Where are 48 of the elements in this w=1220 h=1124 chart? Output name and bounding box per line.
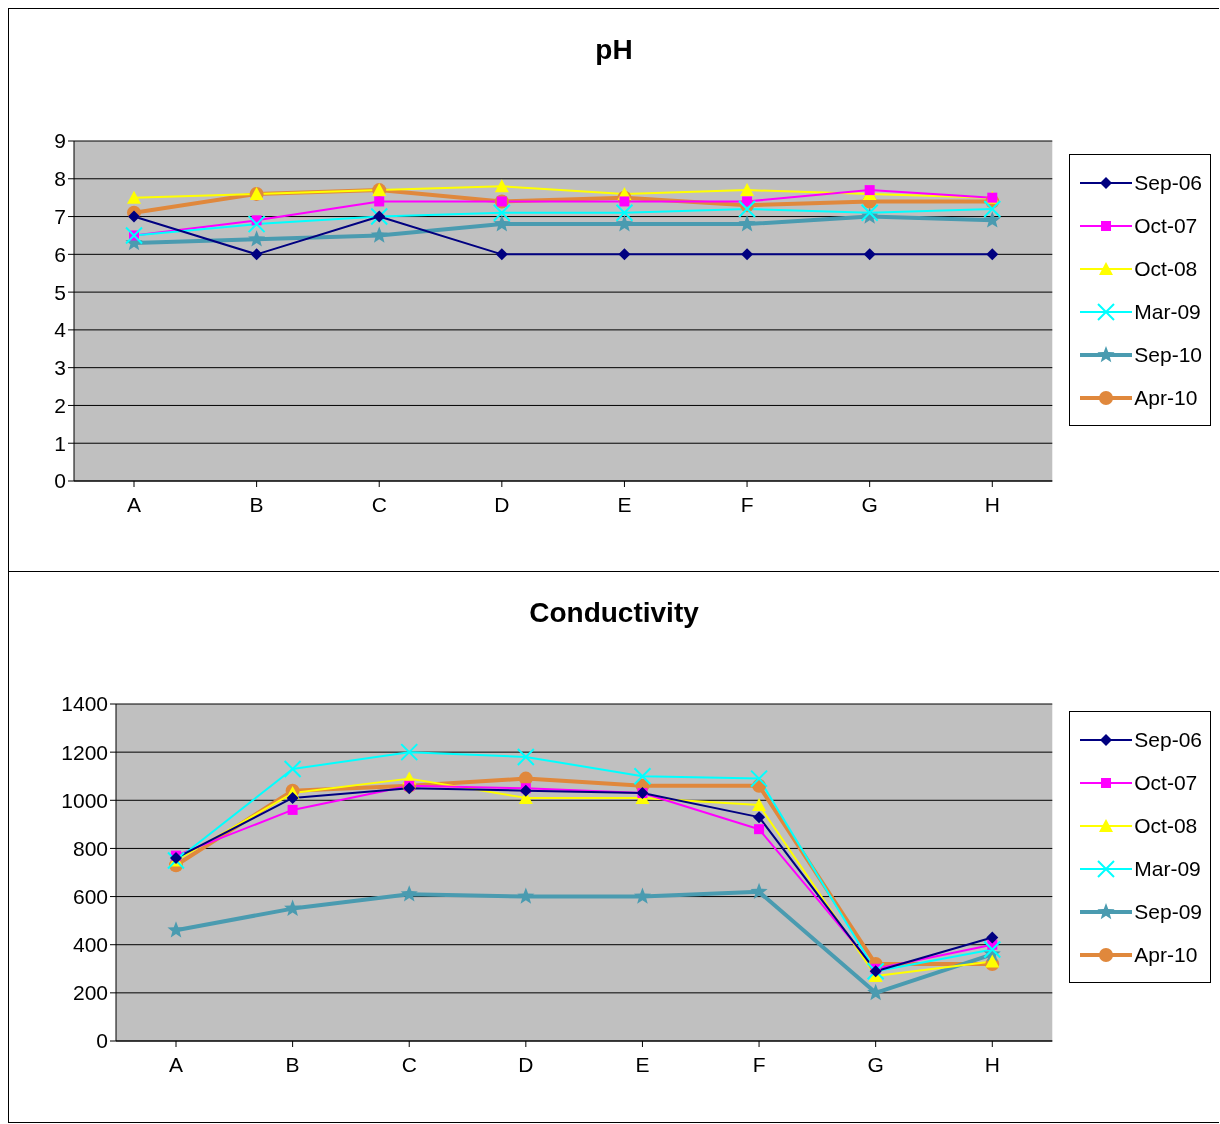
x-tick-label: B [249, 492, 264, 516]
x-tick-label: E [617, 492, 632, 516]
x-tick-label: D [518, 1052, 534, 1076]
y-tick-label: 600 [72, 885, 108, 909]
y-tick-label: 1 [54, 431, 66, 455]
y-tick-label: 1400 [61, 692, 108, 716]
legend-label: Mar-09 [1134, 856, 1201, 881]
x-tick-label: E [635, 1052, 650, 1076]
x-tick-label: A [168, 1052, 184, 1076]
legend-label: Oct-07 [1134, 770, 1198, 795]
legend-label: Sep-09 [1134, 899, 1202, 924]
legend-label: Sep-06 [1134, 727, 1202, 752]
x-tick-label: D [494, 492, 510, 516]
legend-label: Oct-08 [1134, 813, 1198, 838]
x-tick-label: C [401, 1052, 417, 1076]
y-tick-label: 2 [54, 393, 66, 417]
y-tick-label: 5 [54, 280, 66, 304]
y-tick-label: 200 [72, 981, 108, 1005]
y-tick-label: 8 [54, 167, 66, 191]
y-tick-label: 9 [54, 129, 66, 153]
legend-label: Sep-06 [1134, 170, 1202, 195]
legend-label: Oct-07 [1134, 213, 1198, 238]
x-tick-label: G [861, 492, 878, 516]
x-tick-label: C [371, 492, 387, 516]
x-tick-label: F [740, 492, 754, 516]
y-tick-label: 3 [54, 356, 66, 380]
legend-label: Oct-08 [1134, 256, 1198, 281]
y-tick-label: 4 [54, 318, 67, 342]
x-tick-label: F [752, 1052, 766, 1076]
x-tick-label: B [285, 1052, 300, 1076]
y-tick-label: 800 [72, 836, 108, 860]
y-tick-label: 400 [72, 933, 108, 957]
legend-label: Apr-10 [1134, 942, 1198, 967]
y-tick-label: 7 [54, 205, 66, 229]
y-tick-label: 0 [96, 1029, 108, 1053]
legend-label: Mar-09 [1134, 299, 1201, 324]
legend-label: Sep-10 [1134, 342, 1202, 367]
x-tick-label: A [126, 492, 142, 516]
y-tick-label: 6 [54, 242, 66, 266]
x-tick-label: G [867, 1052, 884, 1076]
y-tick-label: 1000 [61, 788, 108, 812]
chart-title: Conductivity [528, 597, 700, 629]
x-tick-label: H [984, 492, 1000, 516]
y-tick-label: 1200 [61, 740, 108, 764]
x-tick-label: H [984, 1052, 1000, 1076]
chart-title: pH [594, 34, 634, 66]
y-tick-label: 0 [54, 469, 66, 493]
legend-label: Apr-10 [1134, 385, 1198, 410]
